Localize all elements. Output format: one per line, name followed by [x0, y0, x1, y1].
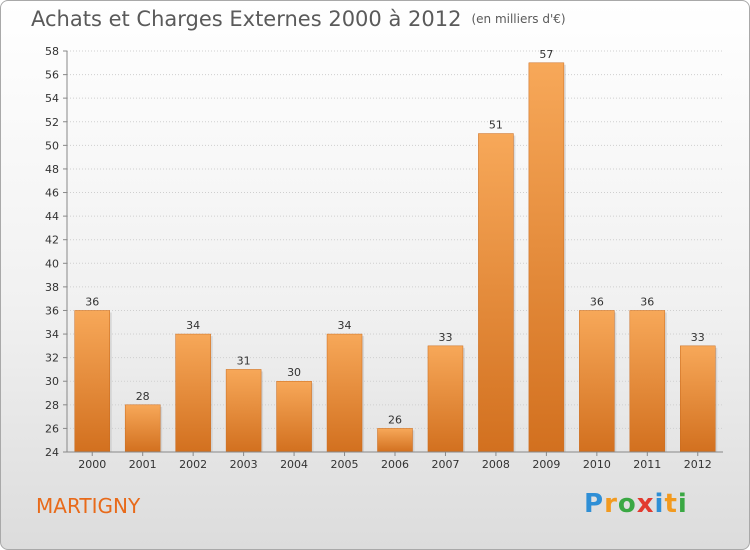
proxiti-logo: Proxiti	[584, 489, 688, 519]
logo-letter: P	[584, 489, 605, 519]
x-tick-label: 2003	[230, 458, 258, 471]
y-tick-label: 28	[45, 399, 59, 412]
y-tick-label: 38	[45, 281, 59, 294]
logo-letter: x	[636, 489, 655, 519]
y-tick-label: 24	[45, 446, 59, 459]
x-tick-label: 2004	[280, 458, 308, 471]
logo-letter: t	[664, 489, 678, 519]
y-tick-label: 42	[45, 234, 59, 247]
y-tick-label: 44	[45, 210, 59, 223]
y-tick-label: 40	[45, 257, 59, 270]
bars: 36 28 34 31 30 34 26 33 51 57 36 36 33	[74, 48, 718, 453]
data-label: 28	[136, 390, 150, 403]
x-tick-label: 2012	[684, 458, 712, 471]
data-label: 26	[388, 413, 402, 426]
y-tick-label: 46	[45, 187, 59, 200]
city-name: MARTIGNY	[36, 494, 141, 518]
x-tick-label: 2010	[583, 458, 611, 471]
y-tick-label: 26	[45, 422, 59, 435]
data-label: 34	[186, 319, 200, 332]
y-tick-label: 36	[45, 304, 59, 317]
bar	[528, 62, 565, 453]
logo-letter: i	[654, 489, 665, 519]
y-tick-label: 34	[45, 328, 59, 341]
y-tick-label: 56	[45, 69, 59, 82]
bar	[427, 345, 464, 453]
bar	[680, 345, 716, 453]
axes: 24 26 28 30 32 34 36 38 40 42 44 46 48 50 52 54 56 58 2000…	[45, 45, 723, 471]
bar	[326, 333, 363, 453]
bar	[377, 428, 413, 453]
x-tick-label: 2008	[482, 458, 510, 471]
data-label: 36	[85, 295, 99, 308]
unit-note: (en milliers d'€)	[471, 12, 566, 26]
y-tick-label: 30	[45, 375, 59, 388]
data-label: 30	[287, 366, 301, 379]
bar	[74, 310, 110, 453]
x-tick-label: 2002	[179, 458, 207, 471]
bar	[124, 404, 161, 453]
bar	[478, 133, 514, 453]
y-tick-label: 52	[45, 116, 59, 129]
x-tick-label: 2007	[431, 458, 459, 471]
data-label: 33	[691, 331, 705, 344]
logo-letter: i	[677, 489, 688, 519]
plot-area	[67, 51, 723, 452]
logo-letter: o	[617, 489, 637, 519]
bar	[579, 310, 615, 453]
data-label: 31	[237, 354, 251, 367]
data-label: 57	[539, 48, 553, 61]
bar	[629, 310, 666, 453]
x-tick-label: 2006	[381, 458, 409, 471]
x-tick-label: 2009	[532, 458, 560, 471]
data-label: 34	[338, 319, 352, 332]
logo-letter: r	[604, 489, 618, 519]
gridlines	[67, 50, 723, 453]
bar	[276, 380, 312, 453]
chart-title: Achats et Charges Externes 2000 à 2012 (e…	[31, 7, 566, 31]
data-label: 36	[640, 295, 654, 308]
y-tick-label: 54	[45, 92, 59, 105]
data-label: 51	[489, 119, 503, 132]
x-tick-label: 2005	[331, 458, 359, 471]
x-tick-label: 2011	[633, 458, 661, 471]
bar	[175, 333, 211, 453]
y-tick-label: 58	[45, 45, 59, 58]
y-tick-label: 50	[45, 139, 59, 152]
y-tick-label: 48	[45, 163, 59, 176]
x-tick-label: 2001	[129, 458, 157, 471]
bar	[225, 369, 262, 453]
y-tick-label: 32	[45, 352, 59, 365]
x-tick-label: 2000	[78, 458, 106, 471]
chart-title-text: Achats et Charges Externes 2000 à 2012	[31, 7, 462, 31]
data-label: 33	[438, 331, 452, 344]
data-label: 36	[590, 295, 604, 308]
